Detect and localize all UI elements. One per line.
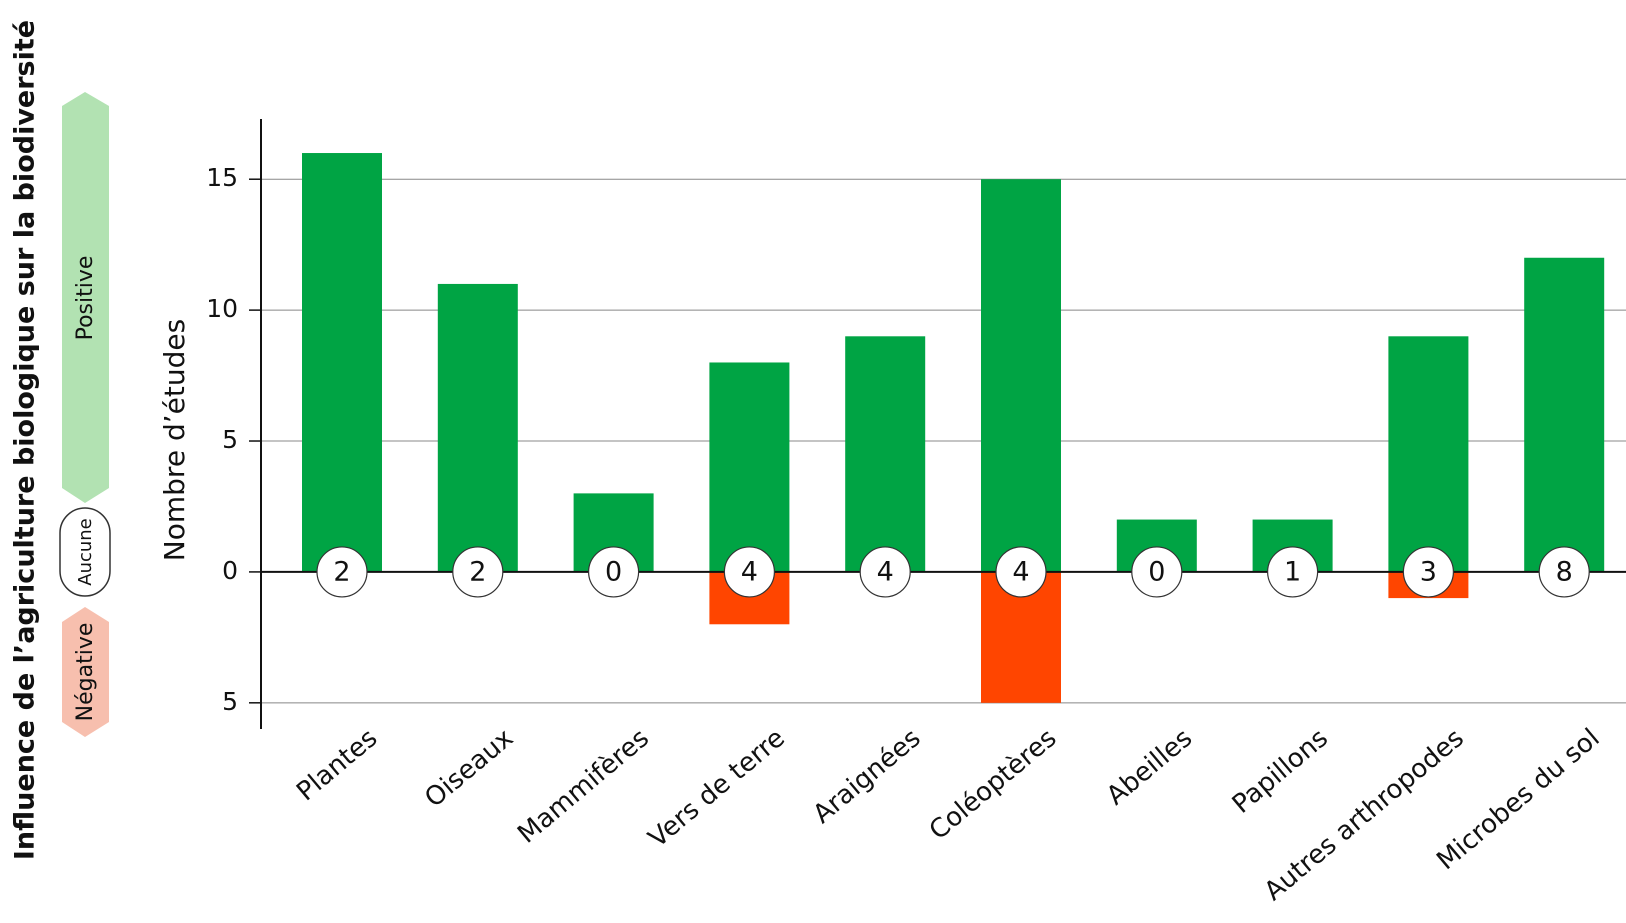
aucune-circle — [859, 546, 911, 598]
x-tick-label: Mammifères — [512, 723, 655, 850]
aucune-label: 0 — [605, 556, 622, 587]
aucune-circle — [1538, 546, 1590, 598]
aucune-circle — [723, 546, 776, 598]
legend-label: Négative — [73, 623, 98, 722]
aucune-circle — [995, 546, 1047, 598]
bar — [302, 153, 382, 572]
bar — [709, 362, 790, 572]
y-tick-label: 5 — [222, 425, 238, 454]
aucune-circle — [1131, 546, 1183, 598]
aucune-label: 4 — [741, 556, 758, 587]
legend-label: Positive — [73, 256, 98, 341]
legend-aucune-shape — [59, 507, 111, 597]
x-tick-label: Plantes — [291, 723, 383, 807]
legend-positive-shape — [62, 92, 109, 503]
aucune-circle — [316, 546, 368, 598]
bar — [437, 283, 518, 572]
aucune-circle — [452, 546, 504, 598]
aucune-label: 2 — [333, 556, 350, 587]
aucune-circle — [1402, 546, 1455, 598]
x-tick-label: Araignées — [808, 723, 927, 830]
aucune-label: 2 — [469, 556, 486, 587]
bar — [845, 336, 926, 572]
x-tick-label: Abeilles — [1101, 723, 1198, 811]
bar — [981, 179, 1061, 572]
aucune-label: 3 — [1420, 556, 1437, 587]
y-tick-label: 10 — [206, 294, 238, 323]
legend-negative-shape — [62, 607, 109, 737]
y-tick-label: 5 — [222, 687, 238, 716]
aucune-circle — [587, 546, 640, 598]
aucune-label: 1 — [1284, 556, 1301, 587]
y-tick-label: 0 — [222, 556, 238, 585]
aucune-circle — [1266, 546, 1319, 598]
x-tick-label: Papillons — [1227, 723, 1334, 820]
bar — [1524, 257, 1605, 572]
aucune-label: 4 — [1012, 556, 1029, 587]
x-tick-label: Vers de terre — [643, 723, 791, 854]
aucune-label: 0 — [1148, 556, 1165, 587]
aucune-label: 4 — [877, 556, 894, 587]
y-tick-label: 15 — [206, 163, 238, 192]
aucune-label: 8 — [1556, 556, 1573, 587]
bar — [1388, 336, 1469, 572]
x-tick-label: Oiseaux — [419, 723, 519, 813]
y-axis-label: Nombre d’études — [158, 319, 191, 561]
chart-title: Influence de l’agriculture biologique su… — [10, 20, 41, 860]
legend-label: Aucune — [75, 518, 96, 586]
x-tick-label: Coléoptères — [924, 723, 1062, 846]
